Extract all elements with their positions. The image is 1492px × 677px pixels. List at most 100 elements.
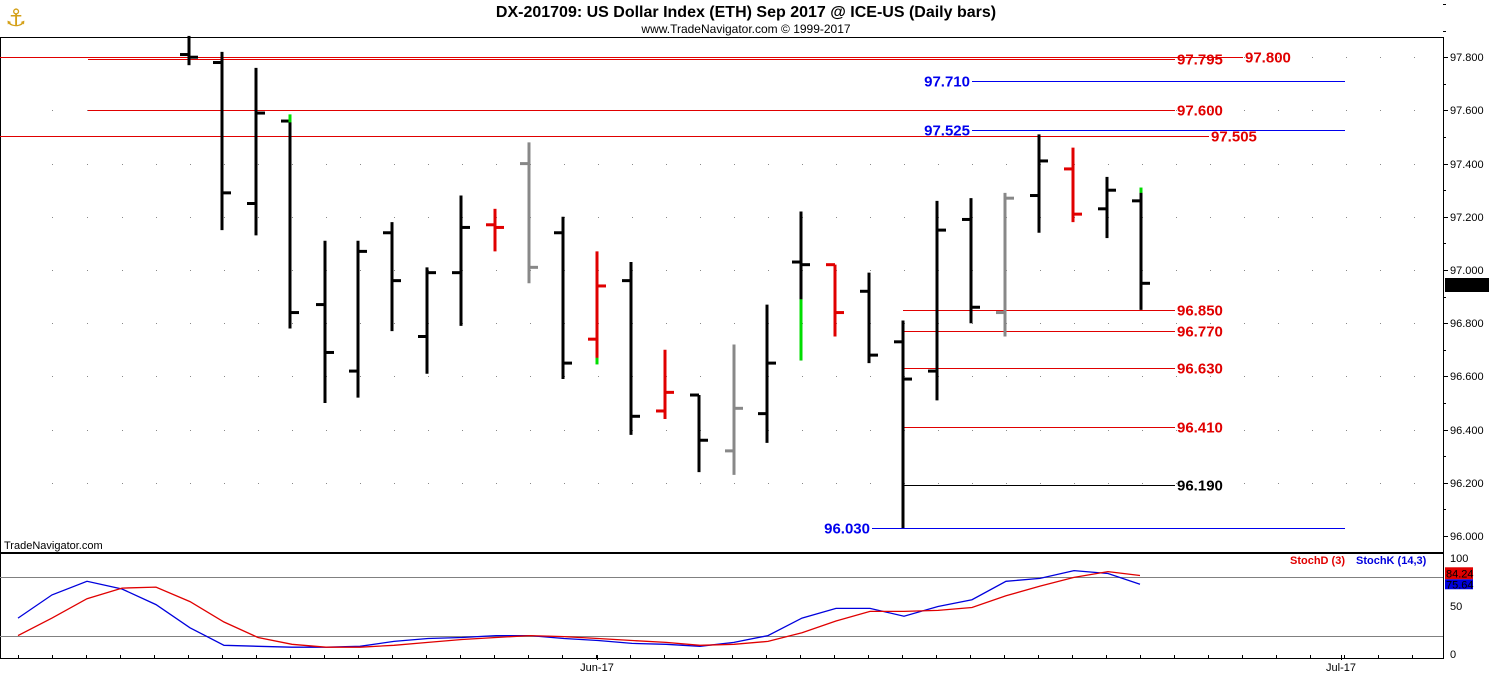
grid-dot bbox=[462, 483, 463, 484]
grid-dot bbox=[1380, 323, 1381, 324]
grid-dot bbox=[87, 164, 88, 165]
grid-dot bbox=[1244, 376, 1245, 377]
grid-dot bbox=[768, 164, 769, 165]
grid-dot bbox=[1244, 57, 1245, 58]
grid-dot bbox=[904, 164, 905, 165]
ohlc-bar bbox=[1098, 176, 1116, 239]
level-label: 97.795 bbox=[1177, 52, 1223, 69]
grid-dot bbox=[1244, 483, 1245, 484]
y-tick-label: 97.800 bbox=[1450, 52, 1484, 64]
grid-dot bbox=[52, 376, 53, 377]
grid-dot bbox=[1040, 323, 1041, 324]
grid-dot bbox=[292, 217, 293, 218]
grid-dot bbox=[870, 430, 871, 431]
grid-dot bbox=[1108, 270, 1109, 271]
level-label: 97.525 bbox=[924, 123, 970, 140]
grid-dot bbox=[1312, 323, 1313, 324]
y-tick-label: 96.400 bbox=[1450, 425, 1484, 437]
grid-dot bbox=[632, 164, 633, 165]
grid-dot bbox=[972, 483, 973, 484]
y-tick-label: 96.000 bbox=[1450, 531, 1484, 543]
grid-dot bbox=[1040, 270, 1041, 271]
grid-dot bbox=[1176, 483, 1177, 484]
grid-dot bbox=[224, 483, 225, 484]
grid-dot bbox=[1346, 110, 1347, 111]
stoch-panel-frame bbox=[0, 553, 1444, 659]
grid-dot bbox=[1414, 57, 1415, 58]
ohlc-bar bbox=[622, 262, 640, 435]
ohlc-bar bbox=[1132, 190, 1150, 310]
grid-dot bbox=[326, 164, 327, 165]
grid-dot bbox=[1006, 164, 1007, 165]
grid-dot bbox=[1006, 430, 1007, 431]
grid-dot bbox=[972, 430, 973, 431]
grid-dot bbox=[1346, 164, 1347, 165]
level-label: 96.410 bbox=[1177, 420, 1223, 437]
grid-dot bbox=[52, 217, 53, 218]
grid-dot bbox=[1244, 110, 1245, 111]
grid-dot bbox=[938, 483, 939, 484]
grid-dot bbox=[394, 323, 395, 324]
grid-dot bbox=[1176, 430, 1177, 431]
grid-dot bbox=[1176, 217, 1177, 218]
grid-dot bbox=[530, 483, 531, 484]
grid-dot bbox=[734, 483, 735, 484]
grid-dot bbox=[564, 483, 565, 484]
grid-dot bbox=[496, 430, 497, 431]
ohlc-bar bbox=[996, 192, 1014, 337]
y-tick-label: 97.600 bbox=[1450, 105, 1484, 117]
grid-dot bbox=[1380, 164, 1381, 165]
grid-dot bbox=[666, 430, 667, 431]
grid-dot bbox=[598, 430, 599, 431]
grid-dot bbox=[52, 430, 53, 431]
grid-dot bbox=[360, 483, 361, 484]
grid-dot bbox=[156, 164, 157, 165]
grid-dot bbox=[1380, 376, 1381, 377]
grid-dot bbox=[1312, 110, 1313, 111]
grid-dot bbox=[87, 483, 88, 484]
grid-dot bbox=[1108, 323, 1109, 324]
grid-dot bbox=[496, 376, 497, 377]
legend-stoch-k: StochK (14,3) bbox=[1356, 555, 1427, 567]
grid-dot bbox=[292, 483, 293, 484]
watermark: TradeNavigator.com bbox=[4, 540, 103, 552]
grid-dot bbox=[122, 164, 123, 165]
y-tick-label: 96.800 bbox=[1450, 318, 1484, 330]
grid-dot bbox=[496, 270, 497, 271]
grid-dot bbox=[1278, 483, 1279, 484]
grid-dot bbox=[1074, 376, 1075, 377]
grid-dot bbox=[666, 270, 667, 271]
x-tick-label: Jul-17 bbox=[1326, 662, 1356, 674]
grid-dot bbox=[1414, 376, 1415, 377]
stoch-y-label: 50 bbox=[1450, 601, 1462, 613]
grid-dot bbox=[1346, 483, 1347, 484]
stoch-k-value: 75.64 bbox=[1446, 579, 1474, 591]
grid-dot bbox=[564, 430, 565, 431]
grid-dot bbox=[1210, 164, 1211, 165]
grid-dot bbox=[190, 483, 191, 484]
grid-dot bbox=[870, 270, 871, 271]
grid-dot bbox=[52, 483, 53, 484]
grid-dot bbox=[1244, 217, 1245, 218]
grid-dot bbox=[190, 164, 191, 165]
grid-dot bbox=[938, 164, 939, 165]
grid-dot bbox=[700, 376, 701, 377]
ohlc-bar bbox=[452, 195, 470, 326]
grid-dot bbox=[292, 430, 293, 431]
ohlc-bar bbox=[383, 222, 401, 332]
grid-dot bbox=[1278, 430, 1279, 431]
grid-dot bbox=[394, 217, 395, 218]
grid-dot bbox=[1210, 270, 1211, 271]
grid-dot bbox=[598, 483, 599, 484]
grid-dot bbox=[734, 164, 735, 165]
grid-dot bbox=[1414, 430, 1415, 431]
grid-dot bbox=[496, 164, 497, 165]
grid-dot bbox=[904, 270, 905, 271]
grid-dot bbox=[870, 376, 871, 377]
grid-dot bbox=[1278, 57, 1279, 58]
grid-dot bbox=[87, 110, 88, 111]
grid-dot bbox=[836, 164, 837, 165]
ohlc-bar bbox=[1030, 134, 1048, 233]
ohlc-bar bbox=[928, 200, 946, 401]
grid-dot bbox=[1040, 483, 1041, 484]
